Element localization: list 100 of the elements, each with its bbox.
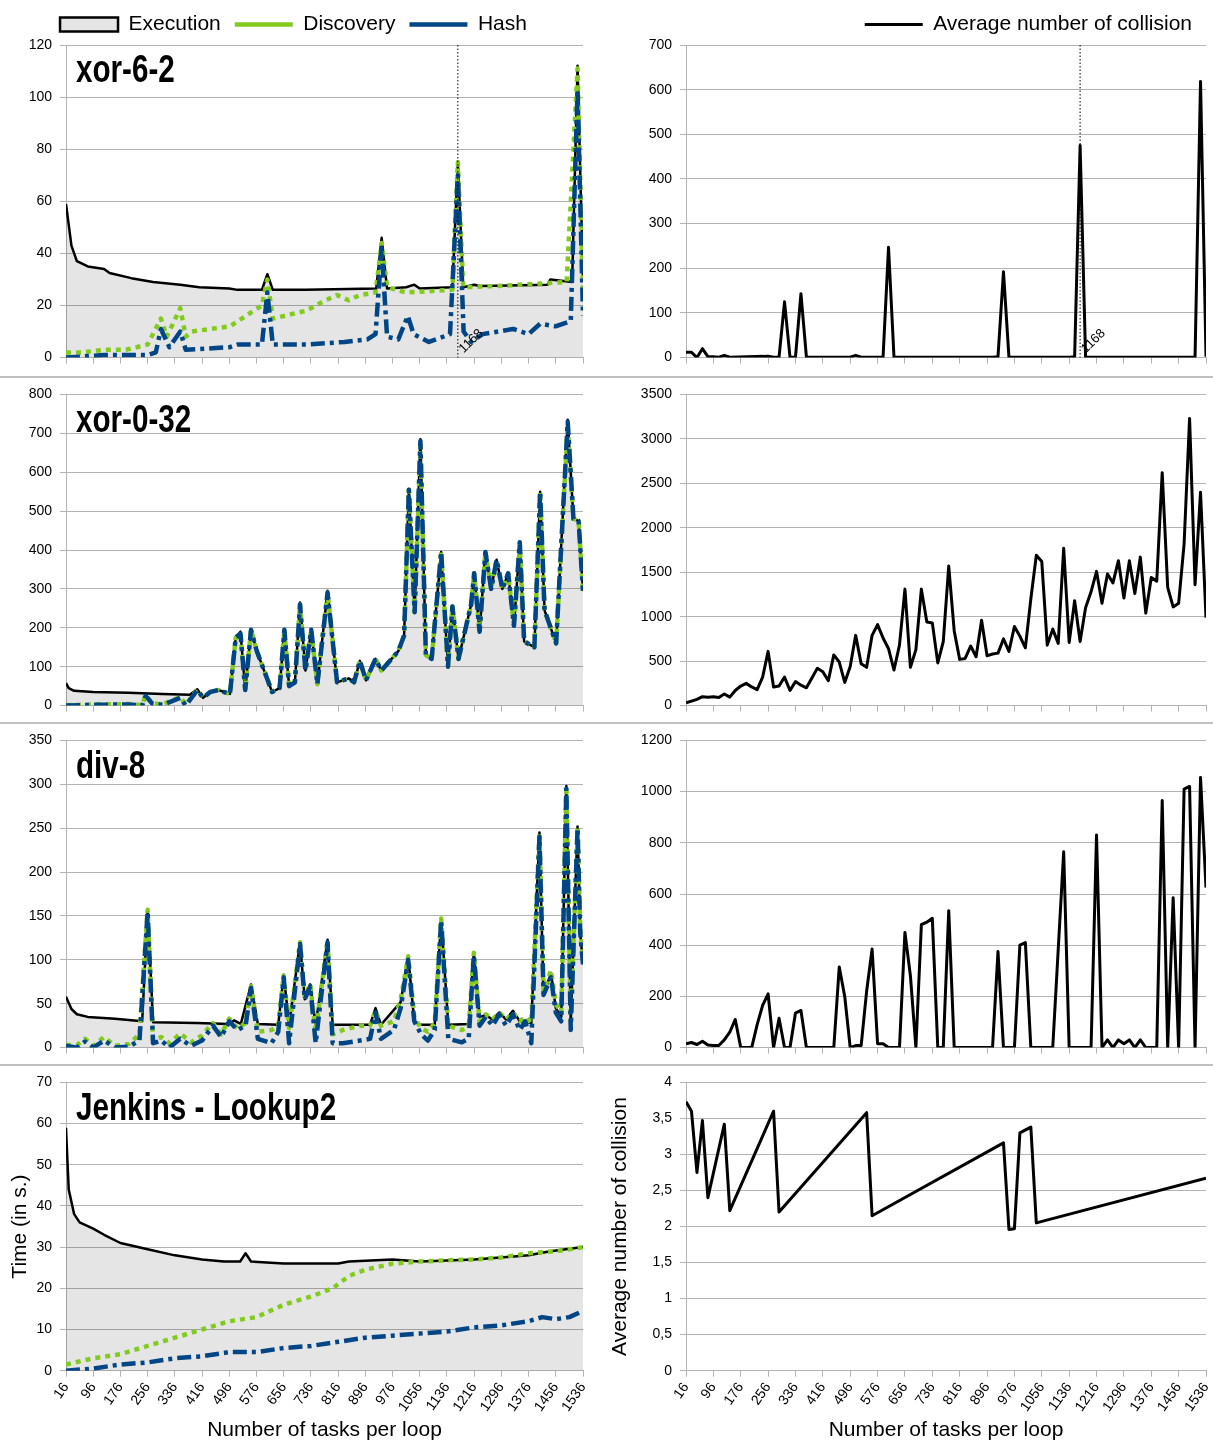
x-axis-title: Number of tasks per loop [207, 1417, 442, 1441]
y-tick-label: 1200 [640, 731, 673, 748]
legend-label: Execution [128, 11, 221, 35]
y-tick-label: 600 [648, 884, 673, 901]
x-tick-label: 416 [181, 1379, 208, 1408]
x-tick-label: 256 [126, 1379, 154, 1408]
y-tick-label: 100 [28, 87, 53, 104]
x-tick-label: 16 [669, 1379, 692, 1402]
x-tick-label: 976 [993, 1379, 1021, 1408]
y-tick-label: 1,5 [652, 1253, 673, 1270]
y-tick-label: 2,5 [652, 1181, 673, 1198]
y-tick-label: 600 [28, 463, 53, 480]
y-tick-label: 500 [648, 652, 673, 668]
y-tick-label: 400 [648, 936, 673, 953]
y-tick-label: 200 [28, 618, 53, 635]
y-tick-label: 20 [36, 1279, 53, 1296]
y-tick-label: 10 [36, 1320, 53, 1337]
y-tick-label: 30 [36, 1237, 53, 1254]
y-tick-label: 3000 [640, 429, 673, 446]
y-tick-label: 800 [648, 833, 673, 850]
x-tick-label: 896 [966, 1379, 993, 1408]
y-tick-label: 50 [36, 994, 53, 1011]
x-tick-label: 16 [49, 1379, 72, 1402]
x-tick-label: 656 [884, 1379, 911, 1408]
x-tick-label: 816 [317, 1379, 344, 1408]
y-axis-title: Average number of collision [607, 1097, 631, 1356]
y-tick-label: 700 [28, 424, 53, 441]
y-tick-label: 100 [28, 657, 53, 674]
x-tick-label: 416 [801, 1379, 829, 1408]
x-tick-label: 736 [911, 1379, 939, 1408]
y-tick-label: 300 [28, 775, 53, 792]
x-tick-label: 576 [856, 1379, 884, 1408]
x-tick-label: 176 [99, 1379, 127, 1408]
y-tick-label: 60 [36, 1114, 53, 1131]
chart-title: div-8 [76, 743, 146, 786]
x-tick-label: 816 [938, 1379, 966, 1408]
x-tick-label: 576 [235, 1379, 263, 1408]
y-tick-label: 0 [44, 1038, 53, 1055]
y-tick-label: 300 [28, 579, 53, 596]
y-tick-label: 40 [36, 244, 53, 261]
chart-title: xor-0-32 [76, 397, 192, 440]
legend-label: Hash [477, 11, 527, 35]
y-tick-label: 1000 [640, 782, 673, 799]
x-tick-label: 896 [344, 1379, 372, 1408]
y-tick-label: 0 [664, 696, 673, 713]
y-tick-label: 0 [44, 696, 53, 713]
chart-title: Jenkins - Lookup2 [76, 1085, 337, 1128]
y-tick-label: 0 [44, 348, 53, 365]
y-tick-label: 3,5 [652, 1109, 673, 1126]
x-tick-label: 736 [290, 1379, 317, 1408]
y-tick-label: 0 [664, 348, 673, 365]
y-tick-label: 2000 [640, 518, 673, 535]
y-tick-label: 2500 [640, 474, 673, 491]
y-tick-label: 200 [28, 862, 53, 879]
y-tick-label: 400 [28, 540, 53, 557]
y-tick-label: 100 [648, 303, 673, 320]
y-tick-label: 200 [648, 987, 673, 1004]
y-tick-label: 1 [664, 1289, 673, 1306]
y-tick-label: 600 [648, 80, 673, 97]
x-tick-label: 336 [153, 1379, 181, 1408]
y-tick-label: 100 [28, 950, 53, 967]
y-tick-label: 20 [36, 296, 53, 313]
y-tick-label: 250 [28, 819, 53, 836]
y-tick-label: 300 [648, 214, 673, 231]
y-tick-label: 2 [664, 1217, 673, 1234]
y-tick-label: 120 [28, 35, 53, 52]
y-tick-label: 700 [648, 35, 673, 52]
x-tick-label: 256 [747, 1379, 774, 1408]
y-tick-label: 0,5 [652, 1325, 673, 1342]
y-tick-label: 70 [36, 1073, 53, 1090]
y-tick-label: 40 [36, 1196, 53, 1213]
chart-title: xor-6-2 [76, 47, 175, 91]
y-tick-label: 3500 [640, 385, 673, 402]
y-tick-label: 200 [648, 259, 673, 276]
x-axis-title: Number of tasks per loop [828, 1417, 1064, 1441]
y-tick-label: 80 [36, 140, 53, 157]
y-tick-label: 4 [664, 1073, 673, 1090]
y-axis-title: Time (in s.) [7, 1174, 31, 1279]
y-tick-label: 0 [664, 1361, 673, 1378]
y-tick-label: 500 [648, 125, 673, 142]
x-tick-label: 96 [696, 1379, 720, 1402]
x-tick-label: 656 [262, 1379, 290, 1408]
y-tick-label: 60 [36, 192, 53, 209]
y-tick-label: 50 [36, 1155, 53, 1172]
y-tick-label: 0 [664, 1038, 673, 1055]
x-tick-label: 336 [774, 1379, 802, 1408]
y-tick-label: 1000 [640, 607, 673, 624]
y-tick-label: 350 [28, 731, 53, 748]
x-tick-label: 976 [371, 1379, 399, 1408]
legend-label: Discovery [303, 11, 396, 35]
x-tick-label: 176 [719, 1379, 747, 1408]
y-tick-label: 3 [664, 1145, 673, 1162]
x-tick-label: 496 [208, 1379, 235, 1408]
x-tick-label: 96 [76, 1379, 99, 1402]
legend-label: Average number of collision [933, 11, 1193, 35]
y-tick-label: 1500 [640, 563, 673, 580]
y-tick-label: 150 [28, 906, 53, 923]
y-tick-label: 0 [44, 1361, 53, 1378]
y-tick-label: 500 [28, 501, 53, 518]
y-tick-label: 800 [28, 385, 53, 402]
